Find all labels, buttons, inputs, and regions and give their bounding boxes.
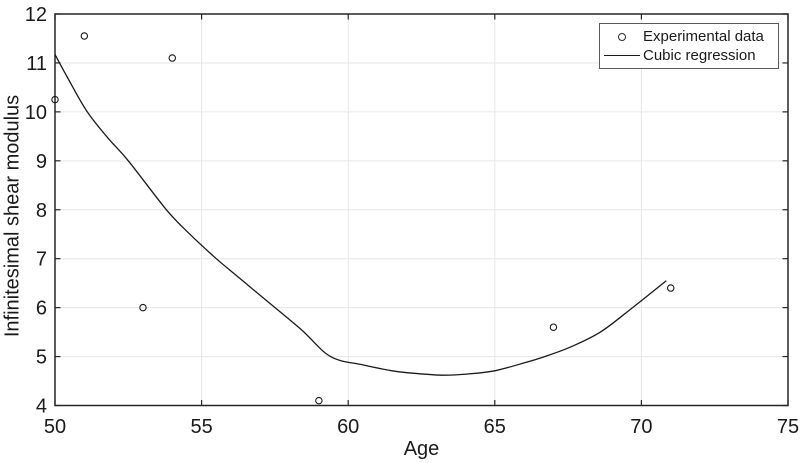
legend-label-cubic-regression: Cubic regression xyxy=(643,47,756,64)
data-point xyxy=(51,95,59,104)
y-tick-label: 7 xyxy=(36,249,47,271)
legend-item-experimental-data: Experimental data xyxy=(600,27,778,46)
legend-label-experimental-data: Experimental data xyxy=(643,28,764,45)
y-tick-label: 9 xyxy=(36,151,47,173)
x-tick-label: 65 xyxy=(484,416,506,438)
x-tick-label: 60 xyxy=(337,416,359,438)
y-tick-label: 8 xyxy=(36,200,47,222)
data-point xyxy=(666,284,675,292)
y-tick-label: 12 xyxy=(25,4,47,26)
regression-curve xyxy=(54,54,667,376)
data-point xyxy=(168,54,177,62)
x-tick-label: 55 xyxy=(190,416,212,438)
x-tick-label: 70 xyxy=(630,416,652,438)
y-tick-label: 6 xyxy=(36,298,47,320)
legend-item-cubic-regression: Cubic regression xyxy=(600,46,778,65)
line-marker-icon xyxy=(600,55,643,56)
data-point xyxy=(80,32,89,40)
x-tick-label: 50 xyxy=(44,416,66,438)
data-point xyxy=(315,396,323,405)
data-point xyxy=(549,323,558,331)
y-axis-label: Infinitesimal shear modulus xyxy=(1,94,24,338)
x-tick-label: 75 xyxy=(777,416,799,438)
y-tick-label: 11 xyxy=(26,53,47,75)
y-tick-label: 10 xyxy=(25,102,47,124)
y-tick-label: 5 xyxy=(36,347,47,369)
x-axis-label: Age xyxy=(403,438,440,460)
data-point xyxy=(139,303,147,312)
y-tick-label: 4 xyxy=(36,396,47,418)
legend: Experimental data Cubic regression xyxy=(599,23,779,69)
circle-marker-icon xyxy=(600,32,643,41)
